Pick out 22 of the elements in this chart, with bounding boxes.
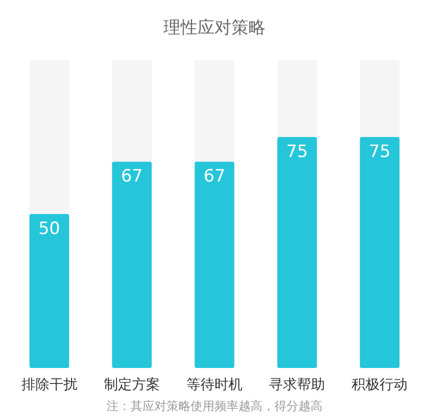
x-tick-label: 积极行动 [352, 377, 408, 393]
data-label: 67 [204, 166, 226, 187]
data-label: 67 [121, 166, 143, 187]
bar [29, 60, 70, 214]
bar [29, 214, 70, 368]
x-tick-label: 寻求帮助 [269, 377, 326, 393]
chart-title: 理性应对策略 [164, 18, 266, 38]
x-tick-label: 等待时机 [186, 377, 242, 393]
bar [194, 60, 234, 162]
bar [277, 137, 317, 368]
bar [112, 162, 152, 368]
bar [112, 60, 152, 162]
x-tick-label: 排除干扰 [21, 377, 78, 393]
bar [360, 60, 400, 137]
text: 注：其应对策略使用频率越高，得分越高 [106, 399, 322, 413]
x-tick-label: 制定方案 [104, 376, 160, 393]
data-label: 75 [286, 142, 308, 162]
bar [360, 137, 400, 368]
bar [194, 162, 234, 368]
bar [277, 60, 317, 137]
data-label: 50 [38, 219, 60, 239]
data-label: 75 [368, 142, 391, 162]
